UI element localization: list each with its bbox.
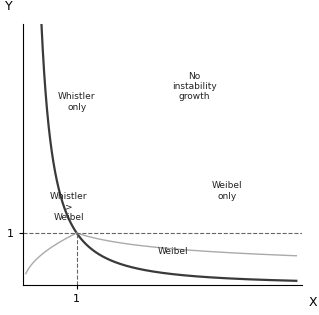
Text: No
instability
growth: No instability growth bbox=[172, 72, 217, 101]
X-axis label: X: X bbox=[308, 296, 317, 309]
Text: Whistler
>
Weibel: Whistler > Weibel bbox=[50, 192, 87, 222]
Text: Weibel: Weibel bbox=[158, 247, 189, 256]
Text: Whistler
only: Whistler only bbox=[58, 93, 95, 112]
Y-axis label: Y: Y bbox=[5, 0, 13, 13]
Text: Weibel
only: Weibel only bbox=[211, 181, 242, 201]
